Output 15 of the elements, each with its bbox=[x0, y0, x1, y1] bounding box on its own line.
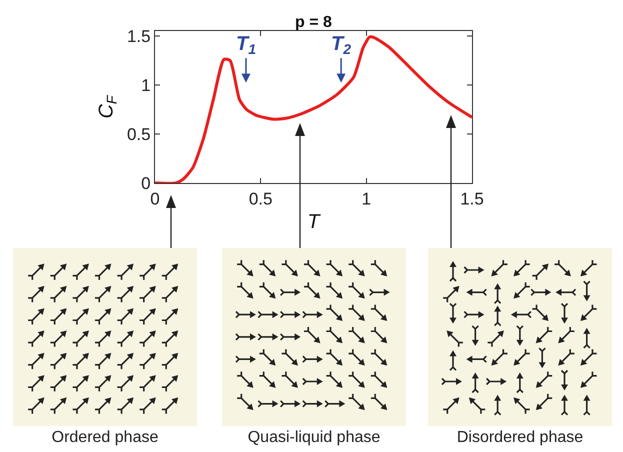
annotation: T$_{2}$ bbox=[331, 33, 352, 58]
y-tick-label: 0 bbox=[141, 174, 151, 193]
x-tick-label: 1.5 bbox=[460, 189, 484, 208]
x-tick-label: 0.5 bbox=[248, 189, 272, 208]
y-tick-label: 0.5 bbox=[126, 124, 151, 144]
y-tick-label: 1.5 bbox=[126, 26, 151, 46]
text: Ordered phase bbox=[50, 429, 160, 447]
line-series bbox=[155, 35, 472, 183]
x-tick-label: 1 bbox=[362, 189, 372, 208]
y-tick-label: 1 bbox=[141, 76, 151, 95]
text: Disordered phase bbox=[456, 429, 584, 447]
x-axis-title: T bbox=[307, 210, 322, 233]
chart-title: p = 8 bbox=[295, 14, 332, 32]
annotation: T$_{1}$ bbox=[236, 33, 256, 58]
text: Quasi-liquid phase bbox=[246, 429, 382, 447]
